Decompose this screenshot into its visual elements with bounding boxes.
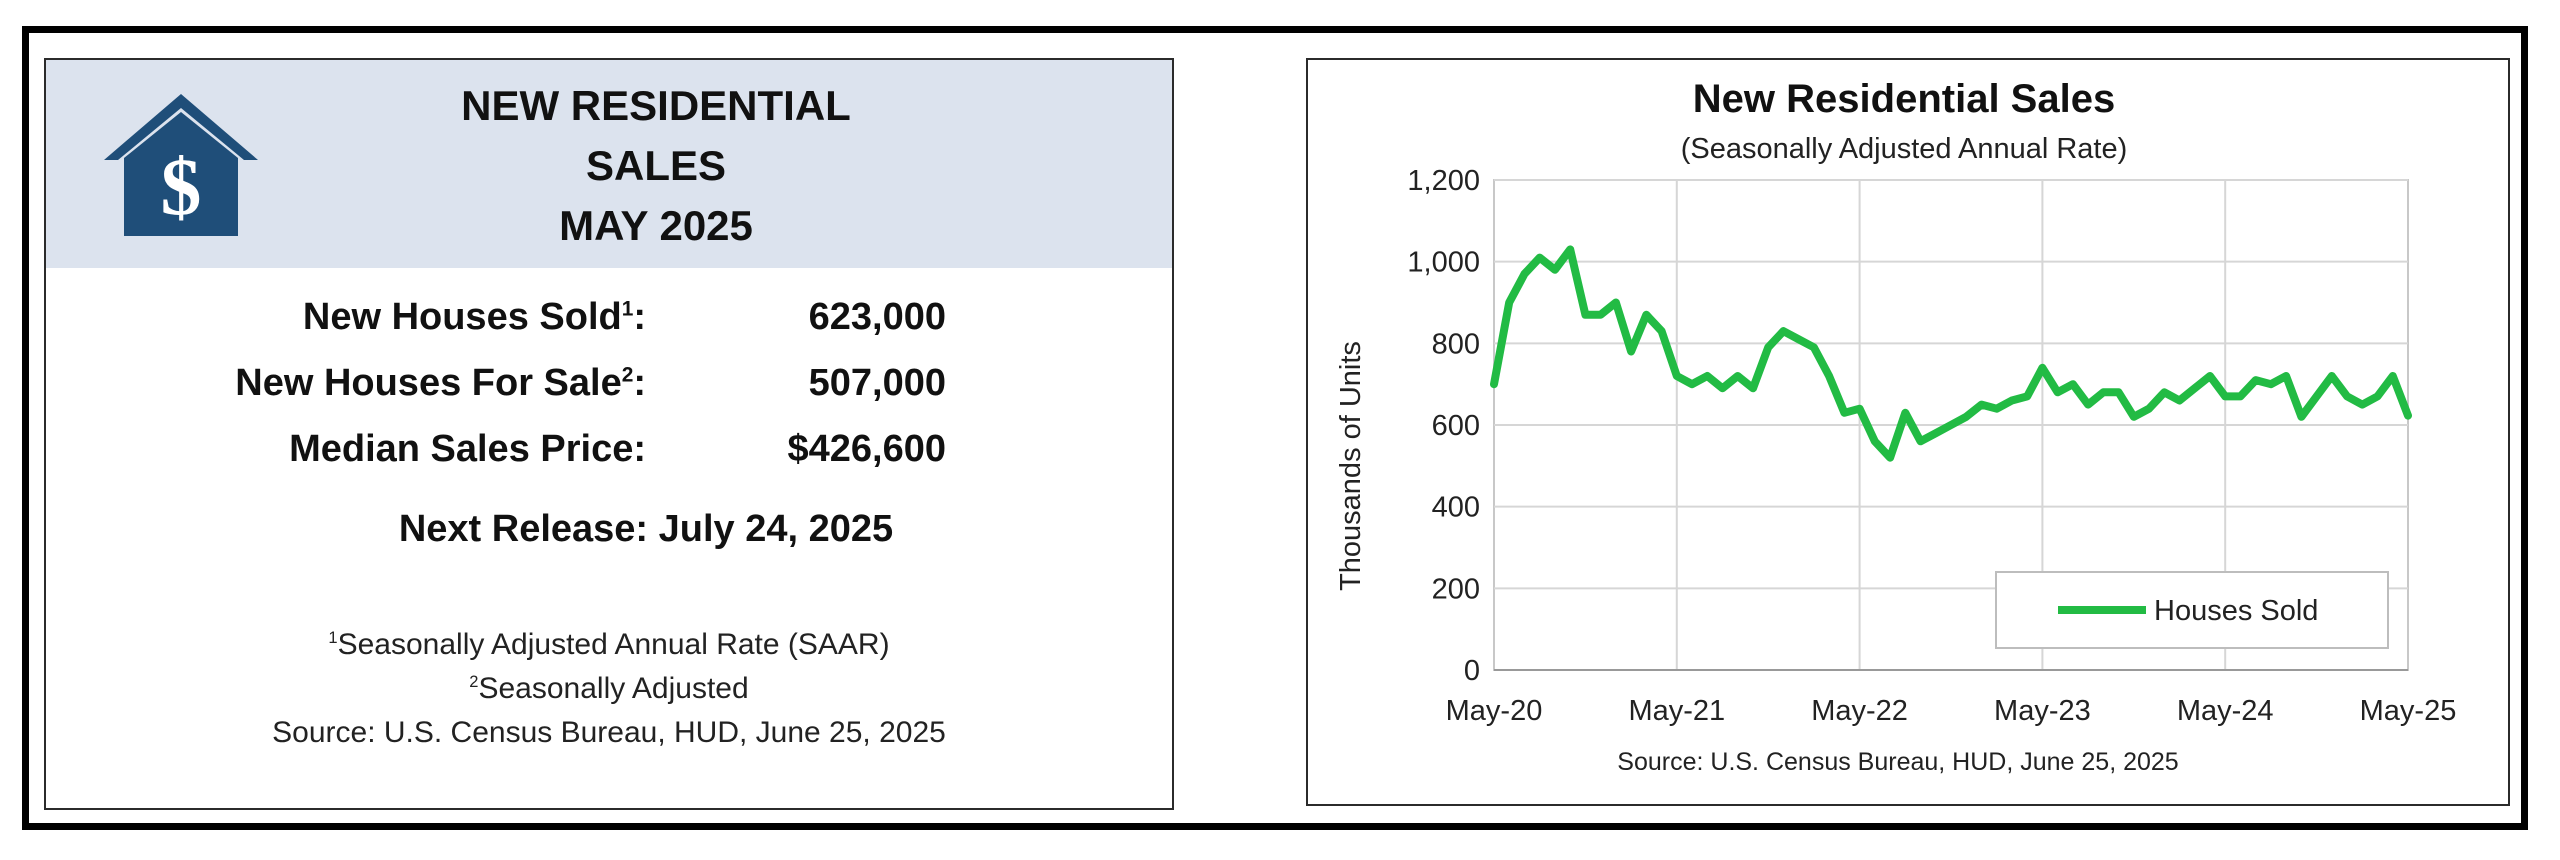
- chart-panel: New Residential Sales (Seasonally Adjust…: [1306, 58, 2510, 806]
- y-tick-label: 800: [1432, 328, 1480, 360]
- svg-text:$: $: [161, 141, 202, 232]
- footnote-1: 1Seasonally Adjusted Annual Rate (SAAR): [328, 628, 890, 661]
- chart-subtitle: (Seasonally Adjusted Annual Rate): [1681, 133, 2128, 165]
- y-axis-label: Thousands of Units: [1335, 341, 1367, 591]
- x-tick-label: May-22: [1811, 695, 1908, 727]
- summary-source: Source: U.S. Census Bureau, HUD, June 25…: [272, 716, 946, 749]
- new-houses-for-sale-value: 507,000: [808, 362, 946, 404]
- x-tick-label: May-23: [1994, 695, 2091, 727]
- next-release-text: Next Release: July 24, 2025: [398, 508, 894, 550]
- line-chart: New Residential Sales (Seasonally Adjust…: [1335, 77, 2457, 776]
- y-tick-label: 200: [1432, 573, 1480, 605]
- new-houses-for-sale-label: New Houses For Sale2:: [235, 362, 646, 404]
- x-tick-label: May-20: [1446, 695, 1543, 727]
- median-sales-price-label: Median Sales Price:: [289, 428, 646, 470]
- summary-title-line-2: SALES: [585, 142, 727, 189]
- y-tick-label: 400: [1432, 492, 1480, 524]
- summary-title-line-1: NEW RESIDENTIAL: [461, 82, 851, 129]
- house-dollar-icon: $: [104, 94, 258, 236]
- legend-label: Houses Sold: [2154, 595, 2318, 627]
- y-tick-label: 1,200: [1407, 165, 1480, 197]
- y-tick-label: 0: [1464, 655, 1480, 687]
- chart-source: Source: U.S. Census Bureau, HUD, June 25…: [1617, 748, 2178, 776]
- chart-title: New Residential Sales: [1693, 77, 2115, 121]
- new-houses-sold-value: 623,000: [808, 296, 946, 338]
- footnote-2: 2Seasonally Adjusted: [469, 672, 749, 705]
- y-tick-label: 600: [1432, 410, 1480, 442]
- summary-header: $ NEW RESIDENTIAL SALES MAY 2025: [46, 60, 1172, 268]
- y-tick-label: 1,000: [1407, 247, 1480, 279]
- new-houses-sold-label: New Houses Sold1:: [302, 296, 646, 338]
- median-sales-price-value: $426,600: [787, 428, 947, 470]
- x-tick-label: May-24: [2177, 695, 2274, 727]
- summary-title-line-3: MAY 2025: [559, 202, 753, 249]
- summary-panel: $ NEW RESIDENTIAL SALES MAY 2025 New Hou…: [44, 58, 1174, 810]
- x-tick-label: May-21: [1628, 695, 1725, 727]
- series-line-houses-sold: [1490, 245, 2412, 462]
- x-tick-label: May-25: [2360, 695, 2457, 727]
